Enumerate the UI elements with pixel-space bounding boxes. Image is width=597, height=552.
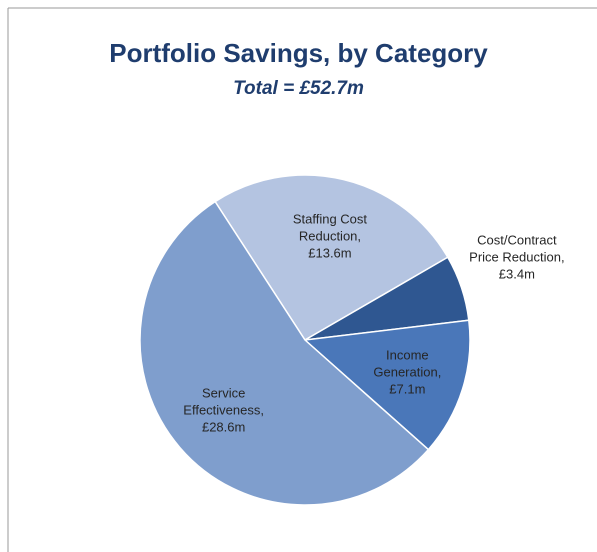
chart-title: Portfolio Savings, by Category	[109, 38, 488, 68]
label-value: £3.4m	[498, 266, 535, 282]
data-label: Staffing Cost Reduction, £13.6m	[282, 210, 378, 261]
pie-slice	[139, 200, 430, 506]
chart-subtitle: Total = £52.7m	[233, 78, 364, 99]
label-value: £28.6m	[201, 419, 246, 435]
label-category: Income Generation,	[373, 347, 442, 380]
pie-slice	[303, 319, 471, 451]
label-category: Cost/Contract Price Reduction,	[469, 232, 565, 265]
data-label: Income Generation, £7.1m	[359, 347, 455, 398]
data-label: Cost/Contract Price Reduction, £3.4m	[469, 231, 565, 282]
label-category: Service Effectiveness,	[183, 385, 264, 418]
pie-slice	[214, 174, 449, 342]
label-value: £7.1m	[389, 381, 426, 397]
data-label: Service Effectiveness, £28.6m	[176, 384, 272, 435]
label-value: £13.6m	[308, 245, 352, 261]
label-category: Staffing Cost Reduction,	[292, 211, 368, 244]
